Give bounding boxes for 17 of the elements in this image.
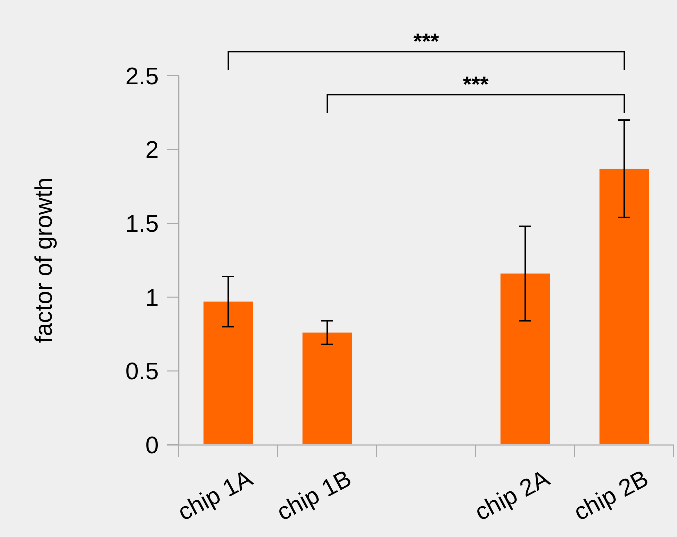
y-tick-label: 1.5	[126, 211, 159, 238]
x-tick-label: chip 2A	[470, 465, 554, 527]
y-tick-label: 2.5	[126, 63, 159, 90]
y-tick-label: 0	[146, 432, 159, 460]
y-tick-label: 0.5	[126, 358, 159, 386]
text: ***	[414, 29, 440, 54]
bar	[500, 274, 550, 445]
bar	[204, 302, 254, 445]
y-axis-title: factor of growth	[31, 178, 58, 344]
y-tick-label: 1	[146, 284, 159, 312]
x-tick-label: chip 1B	[272, 465, 356, 527]
annotation: ***	[463, 72, 490, 97]
x-tick-label: chip 2B	[570, 465, 654, 527]
bar	[600, 168, 650, 445]
x-tick-label: chip 1A	[174, 465, 258, 527]
bar	[302, 332, 352, 445]
y-tick-label: 2	[146, 137, 159, 164]
